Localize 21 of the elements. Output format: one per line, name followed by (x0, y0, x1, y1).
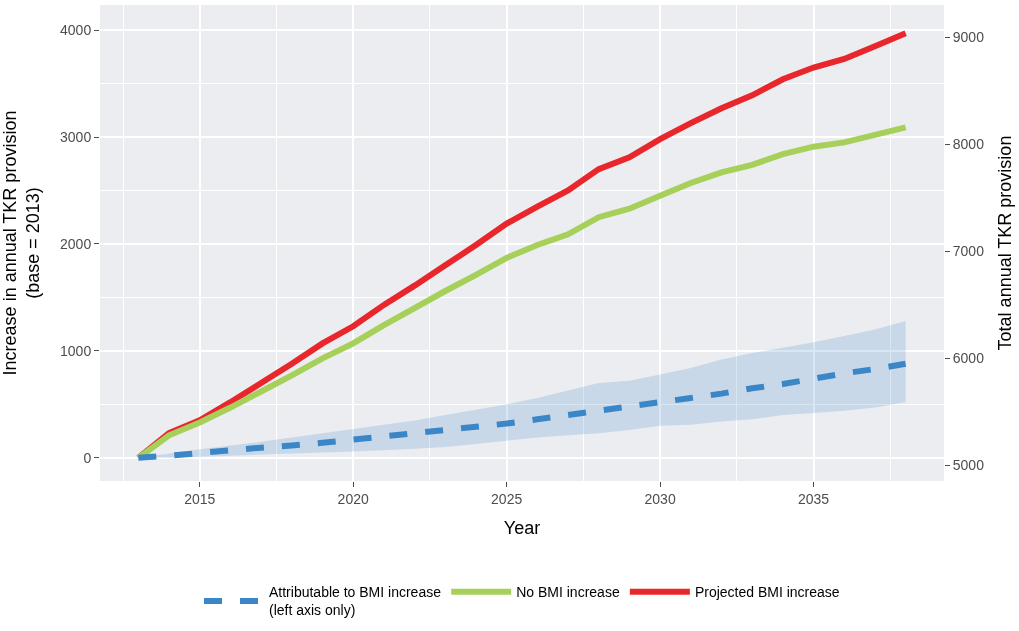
legend-label: Projected BMI increase (694, 584, 840, 601)
x-tick-label: 2015 (184, 490, 216, 507)
x-tick-label: 2020 (337, 490, 369, 507)
y2-tick-label: 6000 (952, 350, 985, 367)
x-tick-label: 2025 (491, 490, 523, 507)
y2-tick-label: 7000 (952, 243, 985, 260)
x-tick-label: 2030 (644, 490, 676, 507)
y-tick-label: 2000 (60, 235, 92, 252)
x-axis-title: Year (503, 517, 541, 538)
y-tick-label: 1000 (60, 342, 92, 359)
y2-axis-title: Total annual TKR provision (995, 135, 1016, 351)
y2-tick-label: 9000 (952, 29, 985, 46)
x-tick-label: 2035 (797, 490, 830, 507)
legend-label: Attributable to BMI increase (left axis only) (269, 584, 442, 619)
y-axis-title: Increase in annual TKR provision (base = 2013) (0, 110, 44, 376)
y-tick-label: 4000 (60, 22, 92, 39)
y-tick-label: 3000 (60, 128, 92, 145)
y2-tick-label: 8000 (952, 136, 985, 153)
legend-label: No BMI increase (516, 584, 620, 601)
y2-tick-label: 5000 (952, 457, 985, 474)
y-tick-label: 0 (83, 449, 92, 466)
